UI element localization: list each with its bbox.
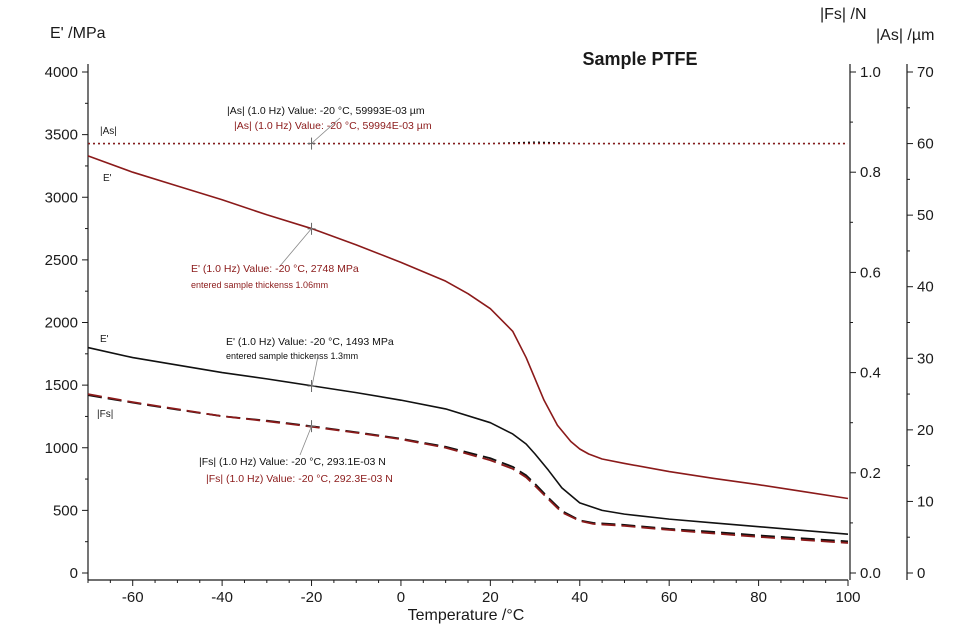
x-tick-label--40: -40 — [211, 589, 233, 606]
right1-tick-label-0.0: 0.0 — [860, 565, 881, 582]
series-label-e-red: E' — [103, 173, 112, 184]
x-tick-label-100: 100 — [835, 589, 860, 606]
x-tick-label-80: 80 — [750, 589, 767, 606]
right2-tick-label-30: 30 — [917, 350, 934, 367]
x-tick-label-20: 20 — [482, 589, 499, 606]
left-tick-label-4000: 4000 — [45, 64, 78, 81]
series-label-as: |As| — [100, 126, 117, 137]
right2-tick-label-10: 10 — [917, 493, 934, 510]
annotation-e-black-thickness: entered sample thickenss 1.3mm — [226, 351, 358, 361]
series-label-fs: |Fs| — [97, 409, 113, 420]
right1-tick-label-0.8: 0.8 — [860, 164, 881, 181]
right1-tick-label-0.6: 0.6 — [860, 264, 881, 281]
series-line-2 — [87, 155, 849, 500]
left-tick-label-2500: 2500 — [45, 252, 78, 269]
annotation-fs-1: |Fs| (1.0 Hz) Value: -20 °C, 293.1E-03 N — [199, 456, 386, 468]
right1-tick-label-0.4: 0.4 — [860, 365, 881, 382]
right1-axis-title: |Fs| /N — [820, 6, 867, 23]
series-line-3 — [87, 346, 849, 535]
x-tick-label-60: 60 — [661, 589, 678, 606]
right2-tick-label-50: 50 — [917, 207, 934, 224]
series-line-4 — [87, 394, 849, 543]
right1-tick-label-1.0: 1.0 — [860, 64, 881, 81]
right2-tick-label-70: 70 — [917, 64, 934, 81]
leader-fs — [299, 424, 313, 456]
left-tick-label-3500: 3500 — [45, 127, 78, 144]
x-tick-label--20: -20 — [301, 589, 323, 606]
left-tick-label-2000: 2000 — [45, 315, 78, 332]
leader-e-red — [279, 227, 313, 267]
right2-axis-title: |As| /µm — [876, 27, 934, 44]
x-tick-label-40: 40 — [571, 589, 588, 606]
annotation-e-red: E' (1.0 Hz) Value: -20 °C, 2748 MPa — [191, 263, 359, 275]
annotation-fs-2: |Fs| (1.0 Hz) Value: -20 °C, 292.3E-03 N — [206, 473, 393, 485]
right2-tick-label-40: 40 — [917, 279, 934, 296]
x-tick-label-0: 0 — [397, 589, 405, 606]
left-tick-label-1500: 1500 — [45, 377, 78, 394]
right2-tick-label-20: 20 — [917, 422, 934, 439]
leader-e-black — [311, 355, 319, 387]
left-tick-label-500: 500 — [53, 502, 78, 519]
left-tick-label-1000: 1000 — [45, 440, 78, 457]
series-line-5 — [87, 393, 849, 544]
right1-tick-label-0.2: 0.2 — [860, 465, 881, 482]
annotation-as-2: |As| (1.0 Hz) Value: -20 °C, 59994E-03 µ… — [234, 120, 432, 132]
right2-tick-label-60: 60 — [917, 136, 934, 153]
series-label-e-black: E' — [100, 334, 109, 345]
left-tick-label-0: 0 — [70, 565, 78, 582]
series-lines — [87, 137, 849, 544]
annotation-e-red-thickness: entered sample thickenss 1.06mm — [191, 280, 328, 290]
left-axis-title: E' /MPa — [50, 25, 106, 42]
axes: 050010001500200025003000350040000.00.20.… — [45, 64, 934, 606]
leader-as — [311, 117, 341, 144]
annotations: |As| (1.0 Hz) Value: -20 °C, 59993E-03 µ… — [97, 105, 432, 485]
left-tick-label-3000: 3000 — [45, 189, 78, 206]
right2-tick-label-0: 0 — [917, 565, 925, 582]
chart-title: Sample PTFE — [582, 49, 697, 69]
annotation-e-black: E' (1.0 Hz) Value: -20 °C, 1493 MPa — [226, 336, 394, 348]
x-axis-title: Temperature /°C — [408, 607, 525, 624]
annotation-as-1: |As| (1.0 Hz) Value: -20 °C, 59993E-03 µ… — [227, 105, 425, 117]
x-tick-label--60: -60 — [122, 589, 144, 606]
